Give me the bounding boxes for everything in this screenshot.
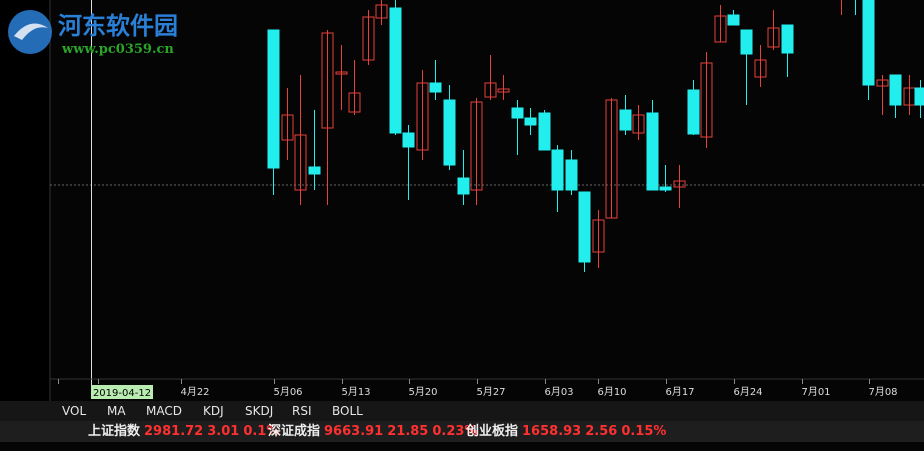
indicator-tab[interactable]: BOLL [332, 404, 363, 418]
candle-body [294, 134, 307, 191]
left-strip [0, 0, 50, 401]
date-label: 5月27 [476, 386, 505, 398]
index-name: 创业板指 [466, 424, 519, 439]
candle-body [348, 92, 361, 113]
crosshair-date-box [91, 385, 153, 399]
candle-body [524, 117, 537, 126]
date-label: 6月03 [544, 386, 573, 398]
candle-body [714, 15, 727, 43]
candle-body [578, 191, 591, 263]
date-label: 5月13 [341, 386, 370, 398]
candle-body [687, 89, 700, 135]
candle-body [497, 88, 510, 93]
candle-body [416, 82, 429, 151]
candle-body [443, 99, 456, 166]
candle-body [754, 59, 767, 78]
candle-body [876, 79, 889, 87]
index-percent: 0.15% [621, 424, 667, 439]
candle-body [781, 24, 794, 54]
candle-body [457, 177, 470, 195]
index-quote: 上证指数 2981.72 3.01 0.1% [88, 421, 283, 442]
candle-body [740, 29, 753, 55]
index-name: 深证成指 [268, 424, 321, 439]
candle-body [538, 112, 551, 151]
index-change: 2.56 [585, 424, 618, 439]
candle-body [470, 101, 483, 191]
candle-body [914, 87, 924, 106]
index-name: 上证指数 [88, 424, 141, 439]
candle-body [321, 32, 334, 129]
candle-body [362, 16, 375, 61]
index-percent: 0.23% [432, 424, 478, 439]
candle-body [632, 114, 645, 134]
candle-body [551, 149, 564, 191]
candle-body [659, 186, 672, 191]
candle-body [281, 114, 294, 141]
date-label: 6月17 [665, 386, 694, 398]
candle-body [646, 112, 659, 191]
index-value: 1658.93 [522, 424, 582, 439]
candle-body [673, 180, 686, 188]
index-percent: 0.1% [243, 424, 280, 439]
candle-body [375, 4, 388, 19]
date-label: 7月01 [801, 386, 830, 398]
candle-body [619, 109, 632, 131]
indicator-tab[interactable]: RSI [292, 404, 312, 418]
index-value: 9663.91 [324, 424, 384, 439]
candle-body [402, 132, 415, 148]
index-value: 2981.72 [144, 424, 204, 439]
candle-chart: 2019-04-12 4月22 5月06 5月13 5月20 5月27 6月03 6月10 6… [0, 0, 924, 401]
date-label: 4月22 [180, 386, 209, 398]
crosshair-date: 2019-04-12 [93, 388, 151, 399]
indicator-tab[interactable]: MA [107, 404, 126, 418]
date-label: 5月20 [408, 386, 437, 398]
date-label: 6月24 [733, 386, 762, 398]
date-label: 6月10 [597, 386, 626, 398]
candle-body [889, 74, 902, 106]
candle-body [727, 14, 740, 26]
watermark-name: 河东软件园 [58, 11, 178, 40]
candle-body [389, 7, 402, 134]
indicator-tab[interactable]: SKDJ [245, 404, 274, 418]
candle-body [767, 27, 780, 48]
index-quote: 创业板指 1658.93 2.56 0.15% [466, 421, 670, 442]
candle-body [267, 29, 280, 169]
candle-body [484, 82, 497, 98]
watermark-url: www.pc0359.cn [62, 42, 174, 57]
date-label: 5月06 [273, 386, 302, 398]
candle-body [335, 71, 348, 75]
candle-body [862, 0, 875, 86]
candle-body [565, 159, 578, 191]
date-label: 7月08 [868, 386, 897, 398]
index-change: 21.85 [387, 424, 429, 439]
index-quote: 深证成指 9663.91 21.85 0.23% [268, 421, 481, 442]
candle-body [511, 107, 524, 119]
indicator-tab[interactable]: MACD [146, 404, 182, 418]
indicator-tabs: VOL MA MACD KDJ SKDJ RSI BOLL [0, 401, 924, 421]
candle-body [700, 62, 713, 138]
indicator-tab[interactable]: KDJ [203, 404, 224, 418]
candle-body [308, 166, 321, 175]
candle-body [429, 82, 442, 93]
candle-body [592, 219, 605, 253]
index-change: 3.01 [207, 424, 240, 439]
index-bar: 上证指数 2981.72 3.01 0.1% 深证成指 9663.91 21.85 0.23%… [0, 421, 924, 442]
indicator-tab[interactable]: VOL [62, 404, 87, 418]
logo-icon [8, 10, 52, 54]
candle-body [605, 99, 618, 219]
